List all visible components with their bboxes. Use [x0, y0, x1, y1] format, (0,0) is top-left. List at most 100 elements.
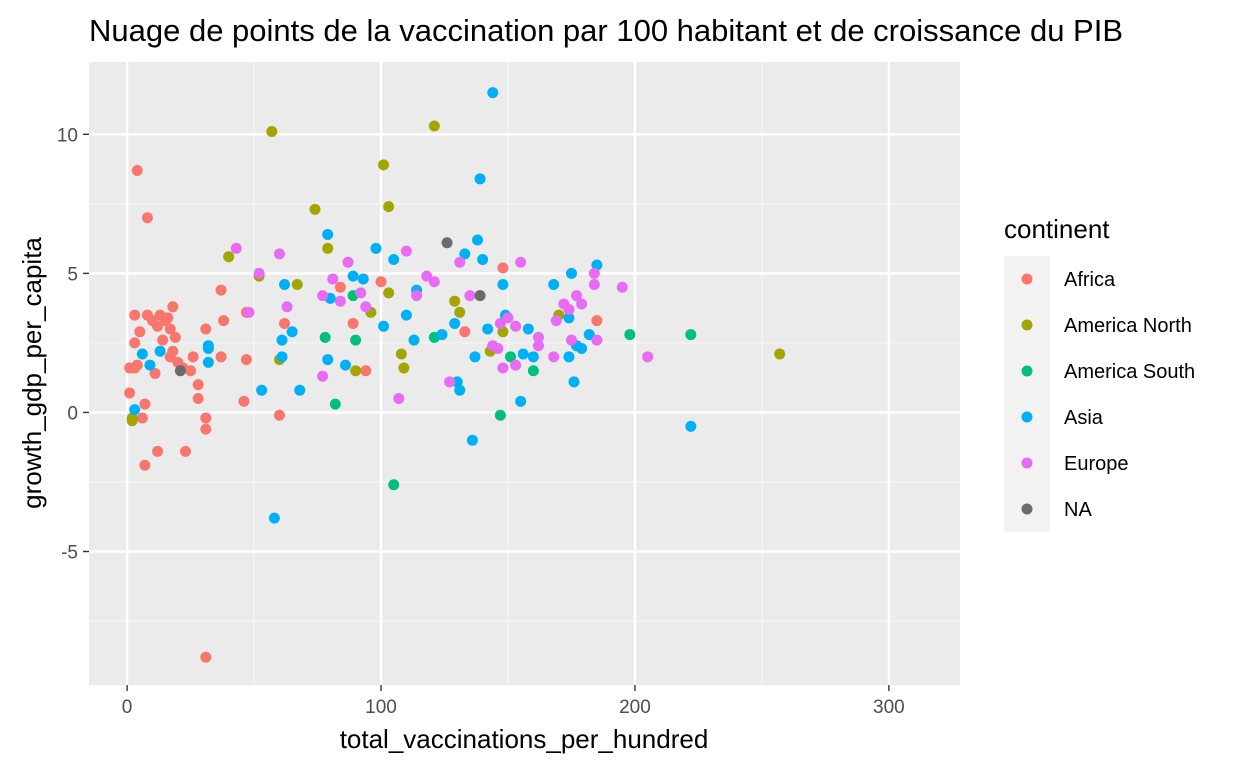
point-africa [200, 423, 212, 435]
point-america-south [685, 329, 697, 341]
point-europe [576, 298, 588, 310]
data-points [124, 87, 786, 663]
point-europe [355, 287, 367, 299]
point-europe [393, 393, 405, 405]
point-asia [583, 329, 595, 341]
point-asia [469, 351, 481, 363]
point-asia [322, 354, 334, 366]
point-europe [421, 270, 433, 282]
point-europe [334, 295, 346, 307]
legend-key-africa [1021, 273, 1033, 285]
point-europe [360, 301, 372, 313]
point-asia [388, 253, 400, 265]
point-america-south [350, 334, 362, 346]
point-america-north [291, 279, 303, 290]
x-tick-label: 300 [873, 697, 905, 718]
y-tick-label: -5 [61, 543, 78, 564]
point-europe [400, 245, 412, 257]
point-asia [268, 512, 280, 524]
point-africa [157, 334, 169, 346]
point-asia [370, 242, 382, 254]
point-america-south [624, 329, 636, 341]
point-asia [347, 270, 359, 282]
point-africa [167, 301, 179, 313]
point-asia [378, 320, 390, 332]
point-europe [317, 290, 329, 302]
point-america-north [395, 348, 407, 360]
minor-gridlines [89, 62, 960, 685]
point-europe [532, 331, 544, 343]
point-asia [497, 279, 509, 290]
point-europe [253, 267, 265, 279]
point-europe [317, 370, 329, 382]
x-axis-title: total_vaccinations_per_hundred [340, 724, 709, 754]
y-tick-label: 0 [67, 403, 78, 424]
point-europe [411, 290, 423, 302]
point-europe [502, 312, 514, 324]
point-asia [256, 384, 268, 396]
point-africa [591, 315, 603, 327]
x-tick-label: 200 [619, 697, 651, 718]
point-asia [568, 376, 580, 388]
legend-key-asia [1021, 411, 1033, 423]
legend: continent Africa America North America Sou… [1004, 214, 1195, 532]
point-asia [449, 317, 461, 329]
point-africa [162, 312, 174, 324]
legend-key-america-north [1021, 319, 1033, 331]
point-europe [273, 248, 285, 260]
point-asia [400, 309, 412, 321]
point-asia [685, 420, 697, 432]
point-europe [591, 334, 603, 346]
point-asia [339, 359, 351, 371]
point-europe [515, 256, 527, 268]
point-africa [139, 459, 151, 471]
y-axis: -5 0 5 10 [57, 125, 89, 564]
point-africa [215, 284, 227, 296]
point-africa [200, 651, 212, 663]
legend-key-na [1021, 503, 1033, 515]
point-asia [276, 334, 288, 346]
point-africa [131, 164, 143, 176]
point-africa [129, 309, 141, 321]
point-europe [428, 276, 440, 288]
point-america-north [350, 365, 362, 377]
point-america-south [527, 365, 539, 377]
point-europe [281, 301, 293, 313]
point-europe [571, 290, 583, 302]
point-asia [286, 326, 298, 338]
point-europe [243, 306, 255, 318]
legend-key-america-south [1021, 365, 1033, 377]
point-africa [164, 323, 176, 335]
point-asia [591, 259, 603, 271]
point-europe [464, 290, 476, 302]
point-asia [576, 342, 588, 354]
point-africa [167, 345, 179, 357]
legend-label-europe: Europe [1064, 453, 1129, 475]
point-europe [588, 279, 600, 290]
point-africa [200, 412, 212, 424]
point-america-north [378, 159, 390, 171]
point-asia [136, 348, 148, 360]
point-africa [459, 326, 471, 338]
point-africa [360, 365, 372, 377]
point-africa [192, 379, 204, 391]
point-europe [616, 281, 628, 293]
point-asia [474, 173, 486, 185]
point-asia [522, 323, 534, 335]
point-asia [548, 279, 560, 290]
legend-label-america-south: America South [1064, 361, 1195, 383]
point-europe [444, 376, 456, 388]
point-europe [230, 242, 242, 254]
y-tick-label: 10 [57, 125, 78, 146]
legend-label-america-north: America North [1064, 315, 1192, 337]
point-africa [124, 387, 136, 399]
point-africa [139, 398, 151, 410]
point-africa [141, 212, 153, 224]
point-europe [642, 351, 654, 363]
point-america-north [428, 120, 440, 132]
legend-key-europe [1021, 457, 1033, 469]
legend-label-asia: Asia [1064, 407, 1104, 429]
point-asia [527, 351, 539, 363]
point-asia [202, 356, 214, 368]
point-america-north [383, 287, 395, 299]
